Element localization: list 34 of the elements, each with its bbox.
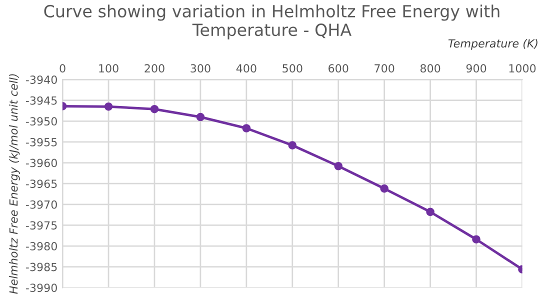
y-tick-label: -3940 [26,76,57,84]
y-tick-label: -3965 [26,180,57,188]
x-tick-label: 800 [420,64,440,73]
x-tick-label: 900 [466,64,486,73]
x-axis-title: Temperature (K) [448,39,538,50]
x-tick-label: 500 [282,64,302,73]
point [150,104,159,114]
y-tick-label: -3945 [26,96,57,105]
chart-title: Curve showing variation in Helmholtz Free Energy with Temperature - QHA [44,4,500,40]
point [104,102,113,111]
point [380,184,389,193]
y-tick-label: -3980 [26,242,57,250]
x-tick-label: 600 [328,64,348,73]
x-tick-label: 200 [144,64,164,73]
y-tick-label: -3955 [26,138,57,146]
point [288,141,297,150]
point [196,112,205,122]
x-tick-label: 300 [190,64,210,73]
y-tick-label: -3975 [26,221,57,230]
x-tick-label: 400 [236,64,256,73]
point [334,162,343,170]
y-tick-label: -3970 [26,200,57,209]
point [472,235,480,244]
y-axis-title: Helmholtz Free Energy (kJ/mol unit cell) [9,74,20,294]
y-tick-label: -3950 [26,117,57,126]
x-tick-label: 0 [60,64,66,73]
y-tick-label: -3990 [26,284,57,292]
x-tick-label: 700 [374,64,394,73]
y-tick-label: -3960 [26,158,57,168]
x-tick-label: 1000 [509,64,536,73]
y-tick-label: -3985 [26,262,57,272]
x-tick-label: 100 [99,64,118,73]
point [242,124,251,132]
point [426,208,434,216]
